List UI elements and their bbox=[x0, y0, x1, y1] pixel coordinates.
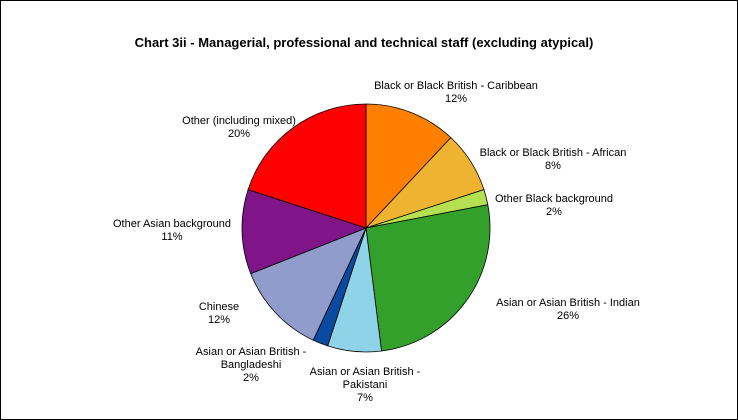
slice-labels: Black or Black British - Caribbean 12% Bla… bbox=[113, 80, 640, 404]
pie-slice-8 bbox=[241, 189, 368, 275]
pie-slice-7 bbox=[250, 227, 367, 341]
pie-slice-4 bbox=[365, 204, 491, 352]
slice-label-7: Chinese 12% bbox=[199, 301, 239, 326]
slice-label-8: Other Asian background 11% bbox=[113, 218, 231, 243]
pie-slices bbox=[241, 103, 491, 353]
slice-label-6: Asian or Asian British -Bangladeshi 2% bbox=[196, 346, 307, 384]
pie-slice-9 bbox=[247, 103, 367, 229]
pie-slice-1 bbox=[365, 103, 452, 230]
slice-label-3: Other Black background 2% bbox=[495, 193, 613, 218]
slice-label-1: Black or Black British - Caribbean 12% bbox=[374, 80, 538, 105]
slice-label-9: Other (including mixed) 20% bbox=[182, 115, 296, 140]
slice-label-4: Asian or Asian British - Indian 26% bbox=[496, 297, 640, 322]
slice-label-5: Asian or Asian British -Pakistani 7% bbox=[310, 366, 421, 404]
slice-label-2: Black or Black British - African 8% bbox=[480, 147, 627, 172]
chart-title: Chart 3ii - Managerial, professional and… bbox=[135, 35, 594, 50]
